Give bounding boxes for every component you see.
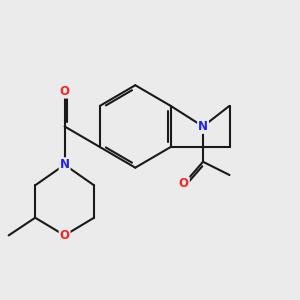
- Text: N: N: [60, 158, 70, 171]
- Text: N: N: [198, 120, 208, 133]
- Text: O: O: [60, 229, 70, 242]
- Text: O: O: [179, 177, 189, 190]
- Text: O: O: [60, 85, 70, 98]
